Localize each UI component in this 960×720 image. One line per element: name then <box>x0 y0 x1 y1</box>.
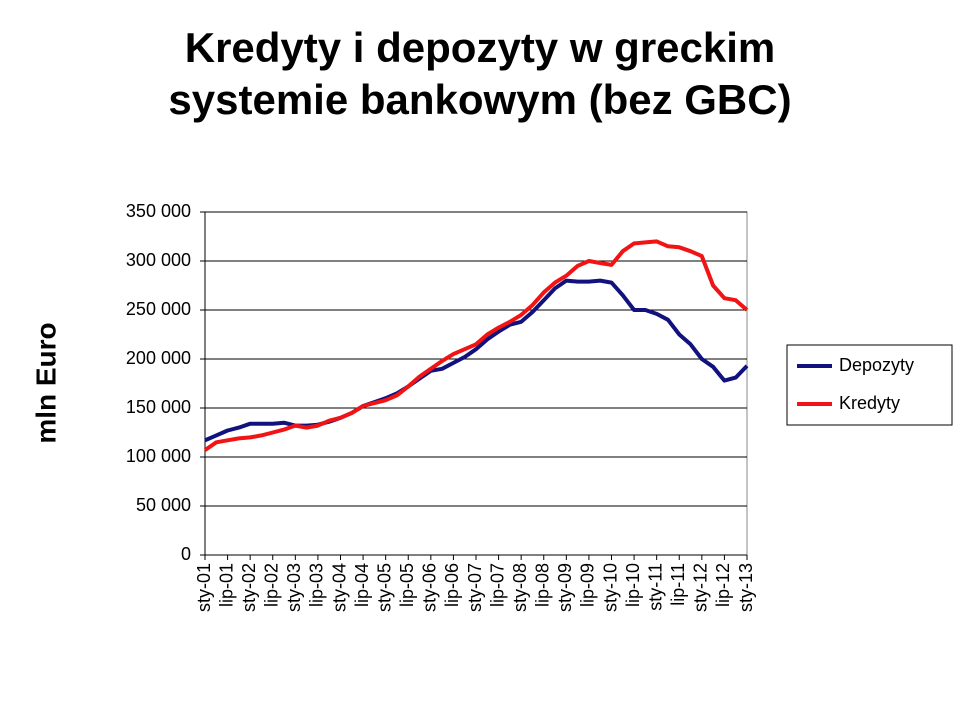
x-tick-label: lip-10 <box>623 563 643 607</box>
x-tick-label: sty-01 <box>194 563 214 612</box>
x-tick-label: lip-02 <box>262 563 282 607</box>
x-tick-label: sty-09 <box>555 563 575 612</box>
x-tick-label: sty-07 <box>465 563 485 612</box>
x-tick-label: sty-06 <box>420 563 440 612</box>
series-line <box>203 239 749 452</box>
x-tick-label: sty-13 <box>736 563 756 612</box>
y-tick-label: 350 000 <box>126 201 191 221</box>
legend-label: Kredyty <box>839 393 900 413</box>
y-axis-title: mln Euro <box>30 322 61 443</box>
plot-area <box>204 211 748 556</box>
chart-title: Kredyty i depozyty w greckim systemie ba… <box>168 24 792 123</box>
x-tick-label: lip-04 <box>352 563 372 607</box>
x-tick-label: lip-06 <box>442 563 462 607</box>
x-tick-label: sty-11 <box>645 563 665 611</box>
x-tick-label: lip-03 <box>307 563 327 607</box>
series-line <box>204 278 749 443</box>
x-tick-label: sty-08 <box>510 563 530 612</box>
y-tick-label: 300 000 <box>126 250 191 270</box>
y-tick-label: 250 000 <box>126 299 191 319</box>
y-tick-label: 200 000 <box>126 348 191 368</box>
y-tick-label: 50 000 <box>136 495 191 515</box>
y-tick-label: 100 000 <box>126 446 191 466</box>
x-tick-label: lip-08 <box>533 563 553 607</box>
x-tick-label: lip-05 <box>397 563 417 607</box>
x-tick-label: sty-02 <box>239 563 259 612</box>
x-tick-label: lip-11 <box>668 563 688 606</box>
legend-label: Depozyty <box>839 355 914 375</box>
y-tick-label: 0 <box>181 544 191 564</box>
x-tick-label: lip-07 <box>487 563 507 607</box>
x-tick-label: sty-12 <box>691 563 711 612</box>
x-tick-label: lip-12 <box>713 563 733 607</box>
x-tick-label: sty-03 <box>284 563 304 612</box>
y-tick-label: 150 000 <box>126 397 191 417</box>
x-tick-label: sty-05 <box>374 563 394 612</box>
legend-box <box>786 344 953 426</box>
x-tick-label: sty-10 <box>600 563 620 612</box>
x-tick-label: lip-01 <box>216 563 236 607</box>
x-tick-label: lip-09 <box>578 563 598 607</box>
x-tick-label: sty-04 <box>329 563 349 612</box>
